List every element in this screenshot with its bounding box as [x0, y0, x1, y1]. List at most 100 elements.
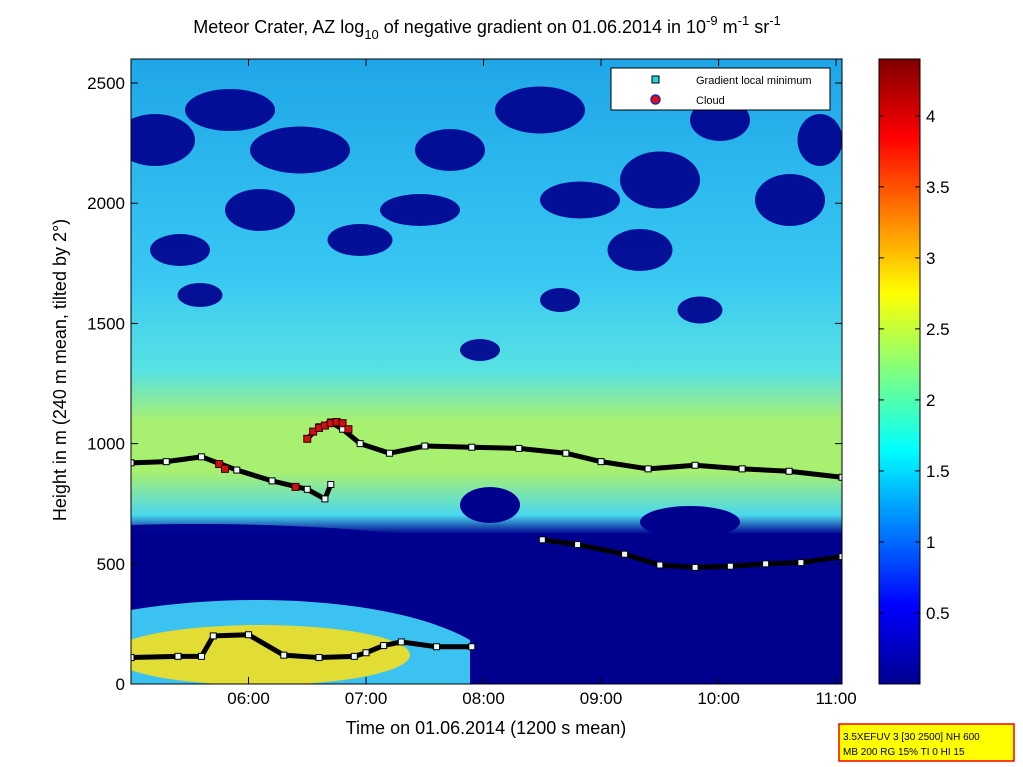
- y-tick-label: 2000: [87, 194, 125, 213]
- low-value-patch: [797, 114, 842, 166]
- cloud-point: [291, 482, 300, 491]
- gradient-min-point: [574, 541, 582, 549]
- title-mid: of negative gradient on 01.06.2014 in 10: [379, 17, 706, 37]
- gradient-min-point: [386, 449, 394, 457]
- x-tick-label: 11:00: [815, 689, 856, 708]
- low-value-patch: [620, 151, 700, 209]
- gradient-min-point: [785, 467, 793, 475]
- gradient-min-point: [797, 559, 805, 567]
- gradient-min-point: [280, 651, 288, 659]
- gradient-min-point: [198, 453, 206, 461]
- title-sup2: -1: [738, 13, 750, 28]
- gradient-min-point: [538, 536, 546, 544]
- title-unit1: m: [718, 17, 738, 37]
- gradient-min-point: [321, 495, 329, 503]
- gradient-min-point: [762, 560, 770, 568]
- gradient-min-point: [838, 553, 842, 561]
- gradient-min-point: [644, 465, 652, 473]
- low-value-patch: [225, 189, 295, 231]
- low-value-patch: [415, 129, 485, 171]
- gradient-min-point: [350, 652, 358, 660]
- gradient-min-point: [421, 442, 429, 450]
- gradient-min-point: [362, 649, 370, 657]
- y-tick-label: 0: [116, 675, 125, 694]
- info-line-2: MB 200 RG 15% TI 0 HI 15: [843, 747, 965, 758]
- gradient-min-point: [656, 561, 664, 569]
- colorbar-tick-label: 3.5: [926, 178, 950, 197]
- cloud-point: [215, 460, 224, 469]
- colorbar-tick-label: 0.5: [926, 604, 950, 623]
- y-axis-ticks: 0 500 1000 1500 2000 2500: [87, 74, 842, 694]
- gradient-min-point: [691, 563, 699, 571]
- gradient-min-point: [738, 465, 746, 473]
- chart-title: Meteor Crater, AZ log10 of negative grad…: [193, 13, 781, 42]
- legend-entry-cloud: Cloud: [696, 95, 725, 107]
- low-value-patch: [607, 229, 673, 271]
- low-value-patch: [460, 339, 500, 361]
- x-axis-ticks: 06:00 07:00 08:00 09:00 10:00 11:00: [227, 59, 857, 708]
- gradient-min-point: [838, 473, 842, 481]
- y-tick-label: 2500: [87, 74, 125, 93]
- gradient-min-point: [597, 458, 605, 466]
- low-value-patches: [131, 86, 842, 361]
- gradient-min-point: [468, 643, 476, 651]
- low-value-patch: [185, 89, 275, 131]
- gradient-min-point: [209, 632, 217, 640]
- gradient-min-point: [303, 485, 311, 493]
- y-tick-label: 500: [97, 555, 125, 574]
- colorbar-tick-label: 4: [926, 107, 935, 126]
- cloud-point: [221, 464, 230, 473]
- gradient-min-point: [356, 440, 364, 448]
- title-unit2: sr: [749, 17, 769, 37]
- heatmap-area: [131, 59, 842, 684]
- colorbar-tick-label: 2.5: [926, 320, 950, 339]
- gradient-min-point: [726, 562, 734, 570]
- low-value-patch: [540, 181, 620, 219]
- gradient-min-point: [174, 652, 182, 660]
- legend-cloud-marker: [650, 94, 661, 105]
- info-line-1: 3.5XEFUV 3 [30 2500] NH 600: [843, 732, 980, 743]
- low-value-patch: [755, 174, 825, 226]
- x-axis-label: Time on 01.06.2014 (1200 s mean): [346, 718, 627, 738]
- low-value-patch: [177, 283, 223, 307]
- gradient-min-point: [433, 643, 441, 651]
- markers: [131, 417, 842, 662]
- low-value-patch: [540, 288, 580, 312]
- y-tick-label: 1500: [87, 314, 125, 333]
- low-value-patch: [495, 86, 585, 134]
- colorbar-tick-label: 3: [926, 249, 935, 268]
- cloud-point: [338, 419, 347, 428]
- colorbar-tick-label: 2: [926, 391, 935, 410]
- legend-box: [610, 67, 831, 111]
- low-value-patch: [380, 194, 460, 226]
- cloud-point: [303, 434, 312, 443]
- colorbar: 0.5 1 1.5 2 2.5 3 3.5 4: [878, 58, 950, 685]
- dark-pocket-1: [460, 487, 520, 523]
- low-value-patch: [131, 114, 195, 166]
- gradient-min-point: [245, 631, 253, 639]
- x-tick-label: 07:00: [345, 689, 388, 708]
- plot-frame: [130, 58, 843, 685]
- title-subscript: 10: [364, 27, 378, 42]
- gradient-min-point: [327, 480, 335, 488]
- gradient-min-point: [233, 466, 241, 474]
- gradient-min-point: [268, 477, 276, 485]
- dark-pocket-2: [640, 506, 740, 538]
- y-tick-label: 1000: [87, 435, 125, 454]
- info-box: 3.5XEFUV 3 [30 2500] NH 600 MB 200 RG 15…: [838, 723, 1015, 762]
- title-sup3: -1: [769, 13, 781, 28]
- colorbar-tick-label: 1: [926, 533, 935, 552]
- gradient-min-point: [380, 642, 388, 650]
- low-value-patch: [677, 296, 723, 324]
- x-tick-label: 10:00: [697, 689, 740, 708]
- title-sup1: -9: [706, 13, 718, 28]
- surface-hot-band: [131, 625, 410, 684]
- low-value-patch: [150, 234, 210, 266]
- y-axis-label: Height in m (240 m mean, tilted by 2°): [50, 219, 70, 521]
- gradient-min-point: [468, 443, 476, 451]
- gradient-min-point: [315, 654, 323, 662]
- info-box-frame: [838, 723, 1015, 762]
- x-tick-label: 08:00: [462, 689, 505, 708]
- legend-gradient-min-marker: [651, 75, 660, 84]
- legend-entry-gradient-min: Gradient local minimum: [696, 75, 812, 87]
